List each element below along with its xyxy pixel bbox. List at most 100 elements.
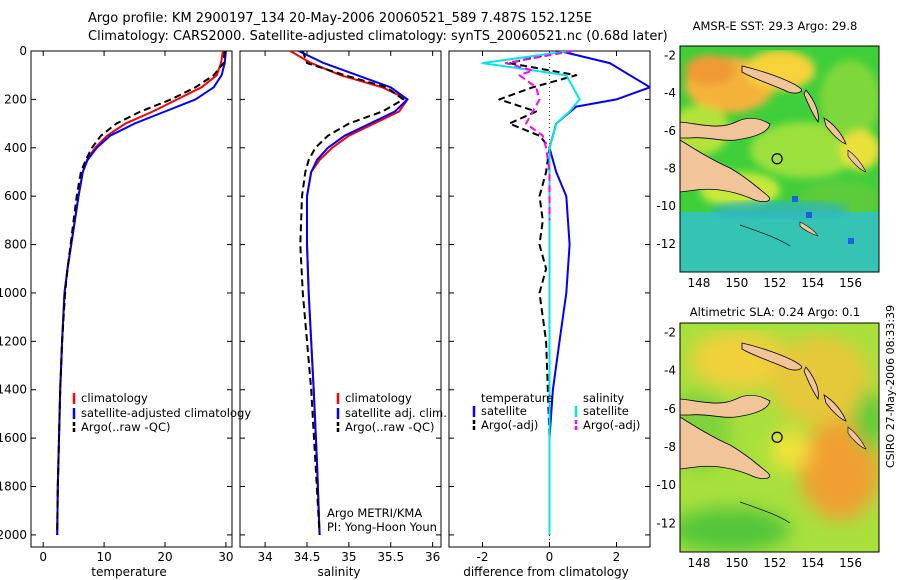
series-line-argo-raw-qc- [299,51,405,535]
argo-location-marker [771,431,783,443]
difference-legend: temperature satellite Argo(-adj) salinit… [472,391,640,432]
y-tick-label: 0 [19,44,27,58]
x-tick-label: 34.5 [294,550,321,564]
legend-label: Argo(-adj) [481,418,538,432]
map-x-tick-label: 150 [725,556,748,570]
map-y-tick-label: -10 [656,199,676,213]
map-x-tick-label: 156 [839,556,862,570]
x-tick-label: 34 [257,550,272,564]
x-tick-label: 2 [613,550,621,564]
map-y-tick-label: -12 [656,237,676,251]
x-tick-label: 35.5 [377,550,404,564]
salinity-panel-frame [239,50,442,548]
difference-xlabel: difference from climatology [463,565,629,579]
map-x-tick-label: 152 [763,556,786,570]
land-new-britain [680,395,771,418]
land-new-guinea [680,139,770,202]
axis-tick-labels: 0 10 20 30020040060080010001200140016001800… [0,44,862,570]
legend-label: Argo(..raw -QC) [345,420,435,434]
x-tick-label: 0 [39,550,47,564]
series-line-satellite-adj-clim- [298,51,409,535]
legend-heading-salinity: salinity [583,391,624,405]
argo-location-marker [771,153,783,165]
map-y-tick-label: -6 [664,402,676,416]
land-bougainville [823,117,847,145]
land-new-guinea [680,416,770,479]
y-tick-label: 400 [4,141,27,155]
y-tick-label: 1000 [0,286,27,300]
legend-label: climatology [81,391,148,405]
x-tick-label: 35 [341,550,356,564]
map-y-tick-label: -10 [656,478,676,492]
temperature-legend: climatology satellite-adjusted climatolo… [72,391,251,434]
y-tick-label: 800 [4,238,27,252]
land-new-ireland [741,65,802,94]
x-tick-label: 10 [96,550,111,564]
series-line-satellite [481,51,581,535]
difference-lines [481,51,650,547]
legend-label: satellite-adjusted climatology [81,406,251,420]
map-y-tick-label: -6 [664,124,676,138]
legend-label: Argo(-adj) [583,418,640,432]
y-tick-label: 1600 [0,431,27,445]
map-x-tick-label: 152 [763,276,786,290]
map-x-tick-label: 156 [839,276,862,290]
legend-label: satellite [481,404,527,418]
temperature-xlabel: temperature [91,565,166,579]
y-tick-label: 1800 [0,480,27,494]
sst-map [680,46,879,272]
series-line-argo-adj- [504,51,574,221]
salinity-xlabel: salinity [317,565,360,579]
legend-label: satellite [583,404,629,418]
map-x-tick-label: 148 [687,556,710,570]
series-line-argo-adj- [498,51,578,535]
x-tick-label: 20 [157,550,172,564]
y-tick-label: 200 [4,92,27,106]
y-tick-label: 600 [4,189,27,203]
salinity-legend: climatology satellite adj. clim. Argo(..… [336,391,447,434]
series-line-climatology [56,51,224,535]
map-y-tick-label: -8 [664,161,676,175]
figure-title-line2: Climatology: CARS2000. Satellite-adjuste… [88,29,668,44]
y-tick-label: 1400 [0,383,27,397]
x-tick-label: 0 [546,550,554,564]
land-bougainville [823,394,847,422]
map-x-tick-label: 154 [801,276,824,290]
timestamp-vertical: CSIRO 27-May-2006 08:33:39 [884,305,897,468]
legend-label: Argo(..raw -QC) [81,420,171,434]
salinity-lines [289,51,409,535]
x-tick-label: 36 [425,550,440,564]
temperature-lines [56,51,227,535]
credit-line2: PI: Yong-Hoon Youn [327,520,437,534]
sst-map-frame [679,45,880,273]
y-tick-label: 1200 [0,334,27,348]
temperature-panel-frame [30,50,233,548]
series-line-satellite [548,51,650,535]
sla-map-title: Altimetric SLA: 0.24 Argo: 0.1 [690,305,860,319]
legend-label: climatology [345,391,412,405]
map-y-tick-label: -2 [664,326,676,340]
legend-label: satellite adj. clim. [345,406,447,420]
x-tick-label: 30 [218,550,233,564]
figure-title-line1: Argo profile: KM 2900197_134 20-May-2006… [88,11,593,26]
x-tick-label: -2 [477,550,489,564]
credit-line1: Argo METRI/KMA [327,506,422,520]
y-tick-label: 2000 [0,528,27,542]
map-x-tick-label: 148 [687,276,710,290]
map-y-tick-label: -8 [664,440,676,454]
series-line-satellite-adjusted-climatology [56,51,227,535]
map-y-tick-label: -2 [664,48,676,62]
map-y-tick-label: -4 [664,86,676,100]
sst-cool-band [680,212,879,272]
land-new-ireland [741,342,802,371]
legend-heading-temperature: temperature [481,391,553,405]
map-y-tick-label: -4 [664,364,676,378]
sla-map [680,323,879,552]
map-y-tick-label: -12 [656,516,676,530]
series-line-argo-raw-qc- [56,51,226,535]
sst-map-title: AMSR-E SST: 29.3 Argo: 29.8 [693,19,858,33]
sla-map-frame [679,322,880,553]
map-x-tick-label: 154 [801,556,824,570]
map-x-tick-label: 150 [725,276,748,290]
